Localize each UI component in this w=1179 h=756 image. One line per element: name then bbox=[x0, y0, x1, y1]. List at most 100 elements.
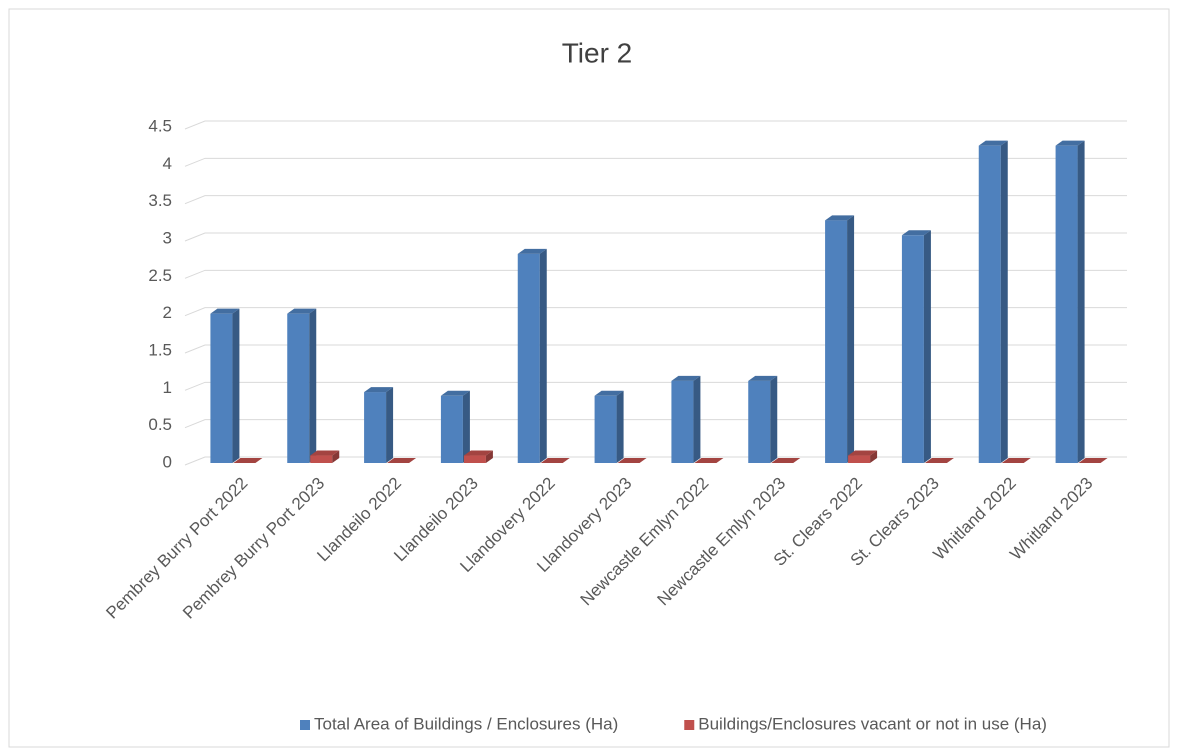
chart-border bbox=[8, 8, 1170, 748]
bar-top bbox=[825, 215, 855, 221]
bar-top bbox=[540, 458, 570, 463]
bar bbox=[617, 458, 647, 464]
bar bbox=[901, 230, 931, 463]
bar-side bbox=[616, 390, 624, 463]
bar-top bbox=[848, 450, 878, 456]
bar bbox=[848, 450, 878, 463]
bar-front bbox=[310, 455, 333, 463]
bar-side bbox=[386, 387, 394, 463]
bar bbox=[540, 458, 570, 464]
bar-front bbox=[825, 220, 848, 463]
bar bbox=[671, 375, 701, 463]
bar-side bbox=[232, 308, 240, 463]
bar-top bbox=[440, 390, 470, 396]
grid-line bbox=[184, 232, 1127, 242]
bar-top bbox=[1078, 458, 1108, 463]
bar-side bbox=[847, 215, 855, 463]
bar-top bbox=[517, 248, 547, 254]
bar-side bbox=[462, 390, 470, 463]
bar-front bbox=[671, 380, 694, 463]
bar-top bbox=[924, 458, 954, 463]
grid-line bbox=[184, 381, 1127, 391]
bar-side bbox=[770, 375, 778, 463]
legend-swatch bbox=[300, 720, 310, 730]
bar-side bbox=[539, 248, 547, 463]
y-tick-label: 2 bbox=[163, 303, 172, 322]
bar-side bbox=[923, 230, 931, 463]
bar-side bbox=[332, 450, 340, 463]
bar-top bbox=[210, 308, 240, 314]
grid-line bbox=[184, 419, 1127, 429]
bar-side bbox=[1000, 140, 1008, 463]
y-tick-label: 3.5 bbox=[148, 191, 172, 210]
bar-side bbox=[309, 308, 317, 463]
bar-front bbox=[287, 313, 310, 463]
bar-front bbox=[901, 235, 924, 463]
bar-top bbox=[617, 458, 647, 463]
bar-front bbox=[748, 380, 771, 463]
chart-title: Tier 2 bbox=[562, 37, 633, 68]
bar bbox=[771, 458, 801, 464]
bar-top bbox=[310, 450, 340, 456]
bar-top bbox=[463, 450, 493, 456]
bar-top bbox=[1001, 458, 1031, 463]
bar-front bbox=[517, 253, 540, 463]
bar bbox=[210, 308, 240, 463]
bar-side bbox=[693, 375, 701, 463]
bar bbox=[594, 390, 624, 463]
bar-top bbox=[671, 375, 701, 381]
bar bbox=[694, 458, 724, 464]
bar-side bbox=[870, 450, 878, 463]
bar-front bbox=[1055, 145, 1078, 463]
y-tick-label: 1.5 bbox=[148, 340, 172, 359]
bar bbox=[310, 450, 340, 463]
grid-line bbox=[184, 120, 1127, 130]
grid-line bbox=[184, 344, 1127, 354]
y-tick-label: 4 bbox=[163, 154, 172, 173]
bar-side bbox=[1077, 140, 1085, 463]
y-tick-label: 1 bbox=[163, 378, 172, 397]
bar-top bbox=[771, 458, 801, 463]
bar-front bbox=[210, 313, 233, 463]
bar-front bbox=[594, 395, 617, 463]
bar-top bbox=[901, 230, 931, 236]
y-tick-label: 4.5 bbox=[148, 116, 172, 135]
bar-top bbox=[1055, 140, 1085, 146]
bar bbox=[233, 458, 263, 464]
bar-top bbox=[748, 375, 778, 381]
bar-front bbox=[440, 395, 463, 463]
bar-top bbox=[287, 308, 317, 314]
bar-front bbox=[463, 455, 486, 463]
bar-front bbox=[848, 455, 871, 463]
bar bbox=[924, 458, 954, 464]
bar-top bbox=[364, 387, 394, 393]
y-tick-label: 0 bbox=[163, 452, 172, 471]
bar-front bbox=[364, 392, 387, 463]
y-tick-label: 2.5 bbox=[148, 266, 172, 285]
y-tick-label: 0.5 bbox=[148, 415, 172, 434]
bar-side bbox=[485, 450, 493, 463]
bar bbox=[463, 450, 493, 463]
bar bbox=[517, 248, 547, 463]
bar-front bbox=[978, 145, 1001, 463]
bar bbox=[978, 140, 1008, 463]
bar bbox=[364, 387, 394, 463]
bar-top bbox=[387, 458, 417, 463]
grid-line bbox=[184, 307, 1127, 317]
legend-swatch bbox=[684, 720, 695, 730]
grid-line bbox=[184, 157, 1127, 167]
bar-top bbox=[694, 458, 724, 463]
bar bbox=[287, 308, 317, 463]
bar bbox=[1055, 140, 1085, 463]
bar-top bbox=[233, 458, 263, 463]
grid-line bbox=[184, 195, 1127, 205]
bar bbox=[825, 215, 855, 463]
bar bbox=[387, 458, 417, 464]
grid-line bbox=[184, 269, 1127, 279]
grid-line bbox=[184, 456, 1127, 466]
bar bbox=[440, 390, 470, 463]
bar bbox=[1001, 458, 1031, 464]
bar-top bbox=[978, 140, 1008, 146]
y-tick-label: 3 bbox=[163, 228, 172, 247]
bar-top bbox=[594, 390, 624, 396]
